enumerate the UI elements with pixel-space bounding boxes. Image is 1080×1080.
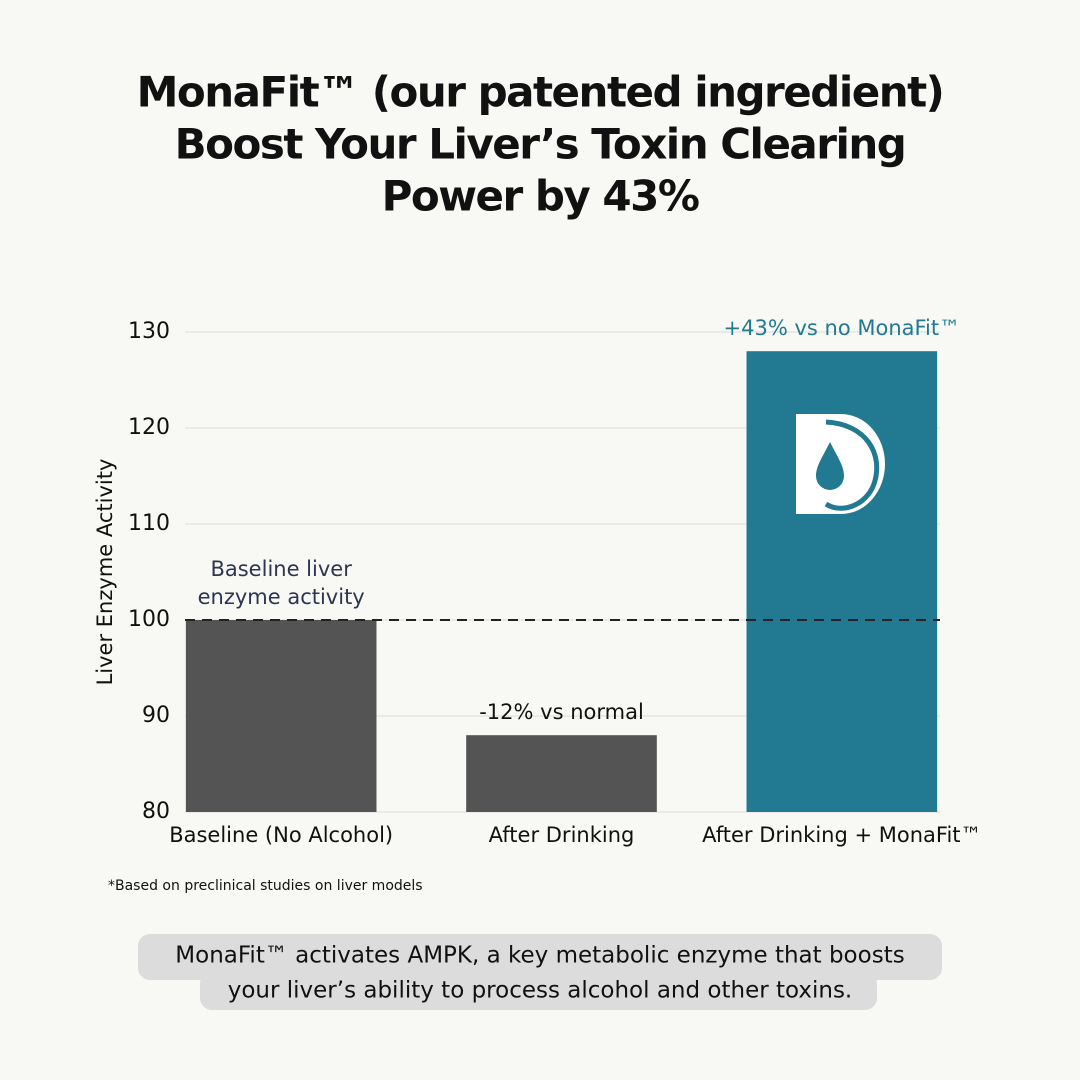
chart-title: Boost Your Liver’s Toxin Clearing <box>175 120 906 169</box>
y-tick-label: 80 <box>142 799 170 824</box>
y-tick-label: 120 <box>128 415 170 440</box>
chart-title: MonaFit™ (our patented ingredient) <box>137 68 944 117</box>
bar-annotation: -12% vs normal <box>479 700 644 724</box>
caption-box <box>138 934 942 980</box>
bar <box>185 620 377 812</box>
logo-drop <box>816 442 844 490</box>
chart-title: Power by 43% <box>382 172 699 221</box>
bar <box>466 735 657 812</box>
y-tick-label: 100 <box>128 607 170 632</box>
caption: your liver’s ability to process alcohol … <box>228 978 853 1004</box>
bar-annotation: enzyme activity <box>198 585 365 609</box>
x-tick-label: Baseline (No Alcohol) <box>169 823 393 847</box>
bar-annotation: Baseline liver <box>210 557 352 581</box>
y-tick-label: 110 <box>128 511 170 536</box>
y-tick-label: 130 <box>128 319 170 344</box>
caption: MonaFit™ activates AMPK, a key metabolic… <box>175 943 904 969</box>
x-tick-label: After Drinking + MonaFit™ <box>702 823 981 847</box>
y-axis-label: Liver Enzyme Activity <box>93 459 117 686</box>
x-tick-label: After Drinking <box>489 823 635 847</box>
y-tick-label: 90 <box>142 703 170 728</box>
caption-box <box>200 972 877 1010</box>
logo <box>796 414 885 514</box>
footnote: *Based on preclinical studies on liver m… <box>108 878 423 894</box>
bar-annotation: +43% vs no MonaFit™ <box>724 316 961 340</box>
logo-swirl <box>824 419 880 511</box>
